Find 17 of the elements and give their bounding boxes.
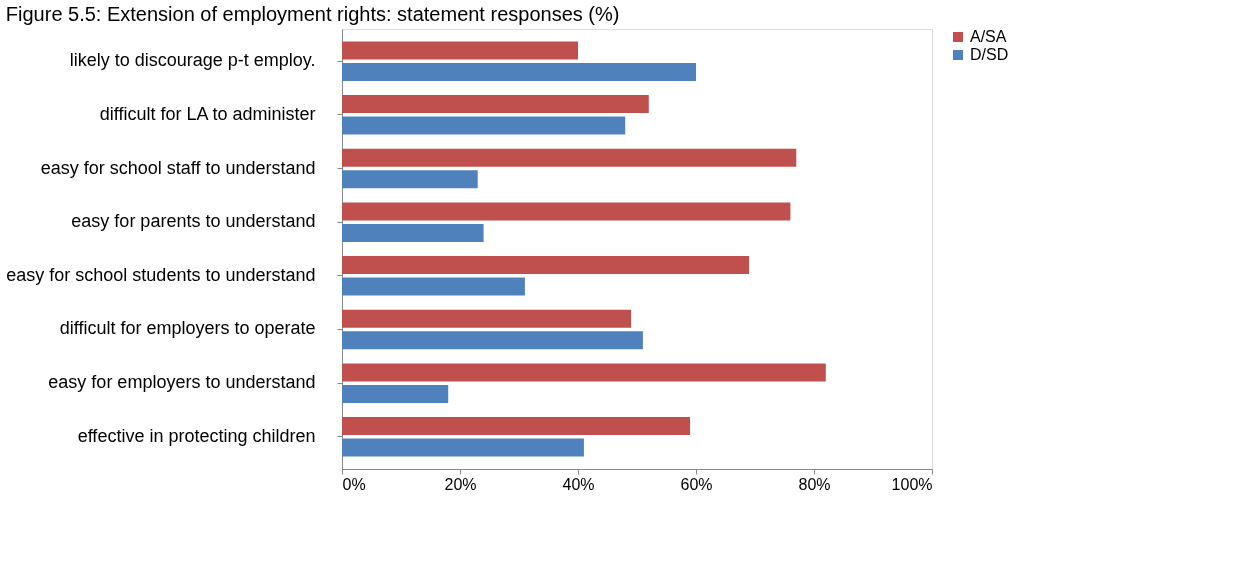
legend-label: D/SD (970, 46, 1009, 63)
x-tick-label: 60% (680, 475, 713, 493)
y-tick-label: effective in protecting children (77, 425, 316, 446)
x-tick-label: 20% (444, 475, 477, 493)
chart-title: Figure 5.5: Extension of employment rights: statement responses (%) (5, 3, 620, 25)
x-tick-label: 40% (562, 475, 595, 493)
y-tick-label: difficult for employers to operate (59, 318, 316, 339)
y-tick-label: easy for parents to understand (71, 211, 316, 232)
legend-label: A/SA (970, 28, 1007, 45)
y-tick-label: likely to discourage p-t employ. (69, 50, 316, 71)
y-tick-label: easy for school students to understand (6, 264, 316, 285)
y-tick-label: easy for employers to understand (48, 372, 316, 393)
y-tick-label: difficult for LA to administer (99, 103, 316, 124)
y-tick-label: easy for school staff to understand (40, 157, 316, 178)
x-tick-label: 80% (798, 475, 831, 493)
x-tick-label: 0% (342, 475, 366, 493)
x-tick-label: 100% (891, 475, 933, 493)
